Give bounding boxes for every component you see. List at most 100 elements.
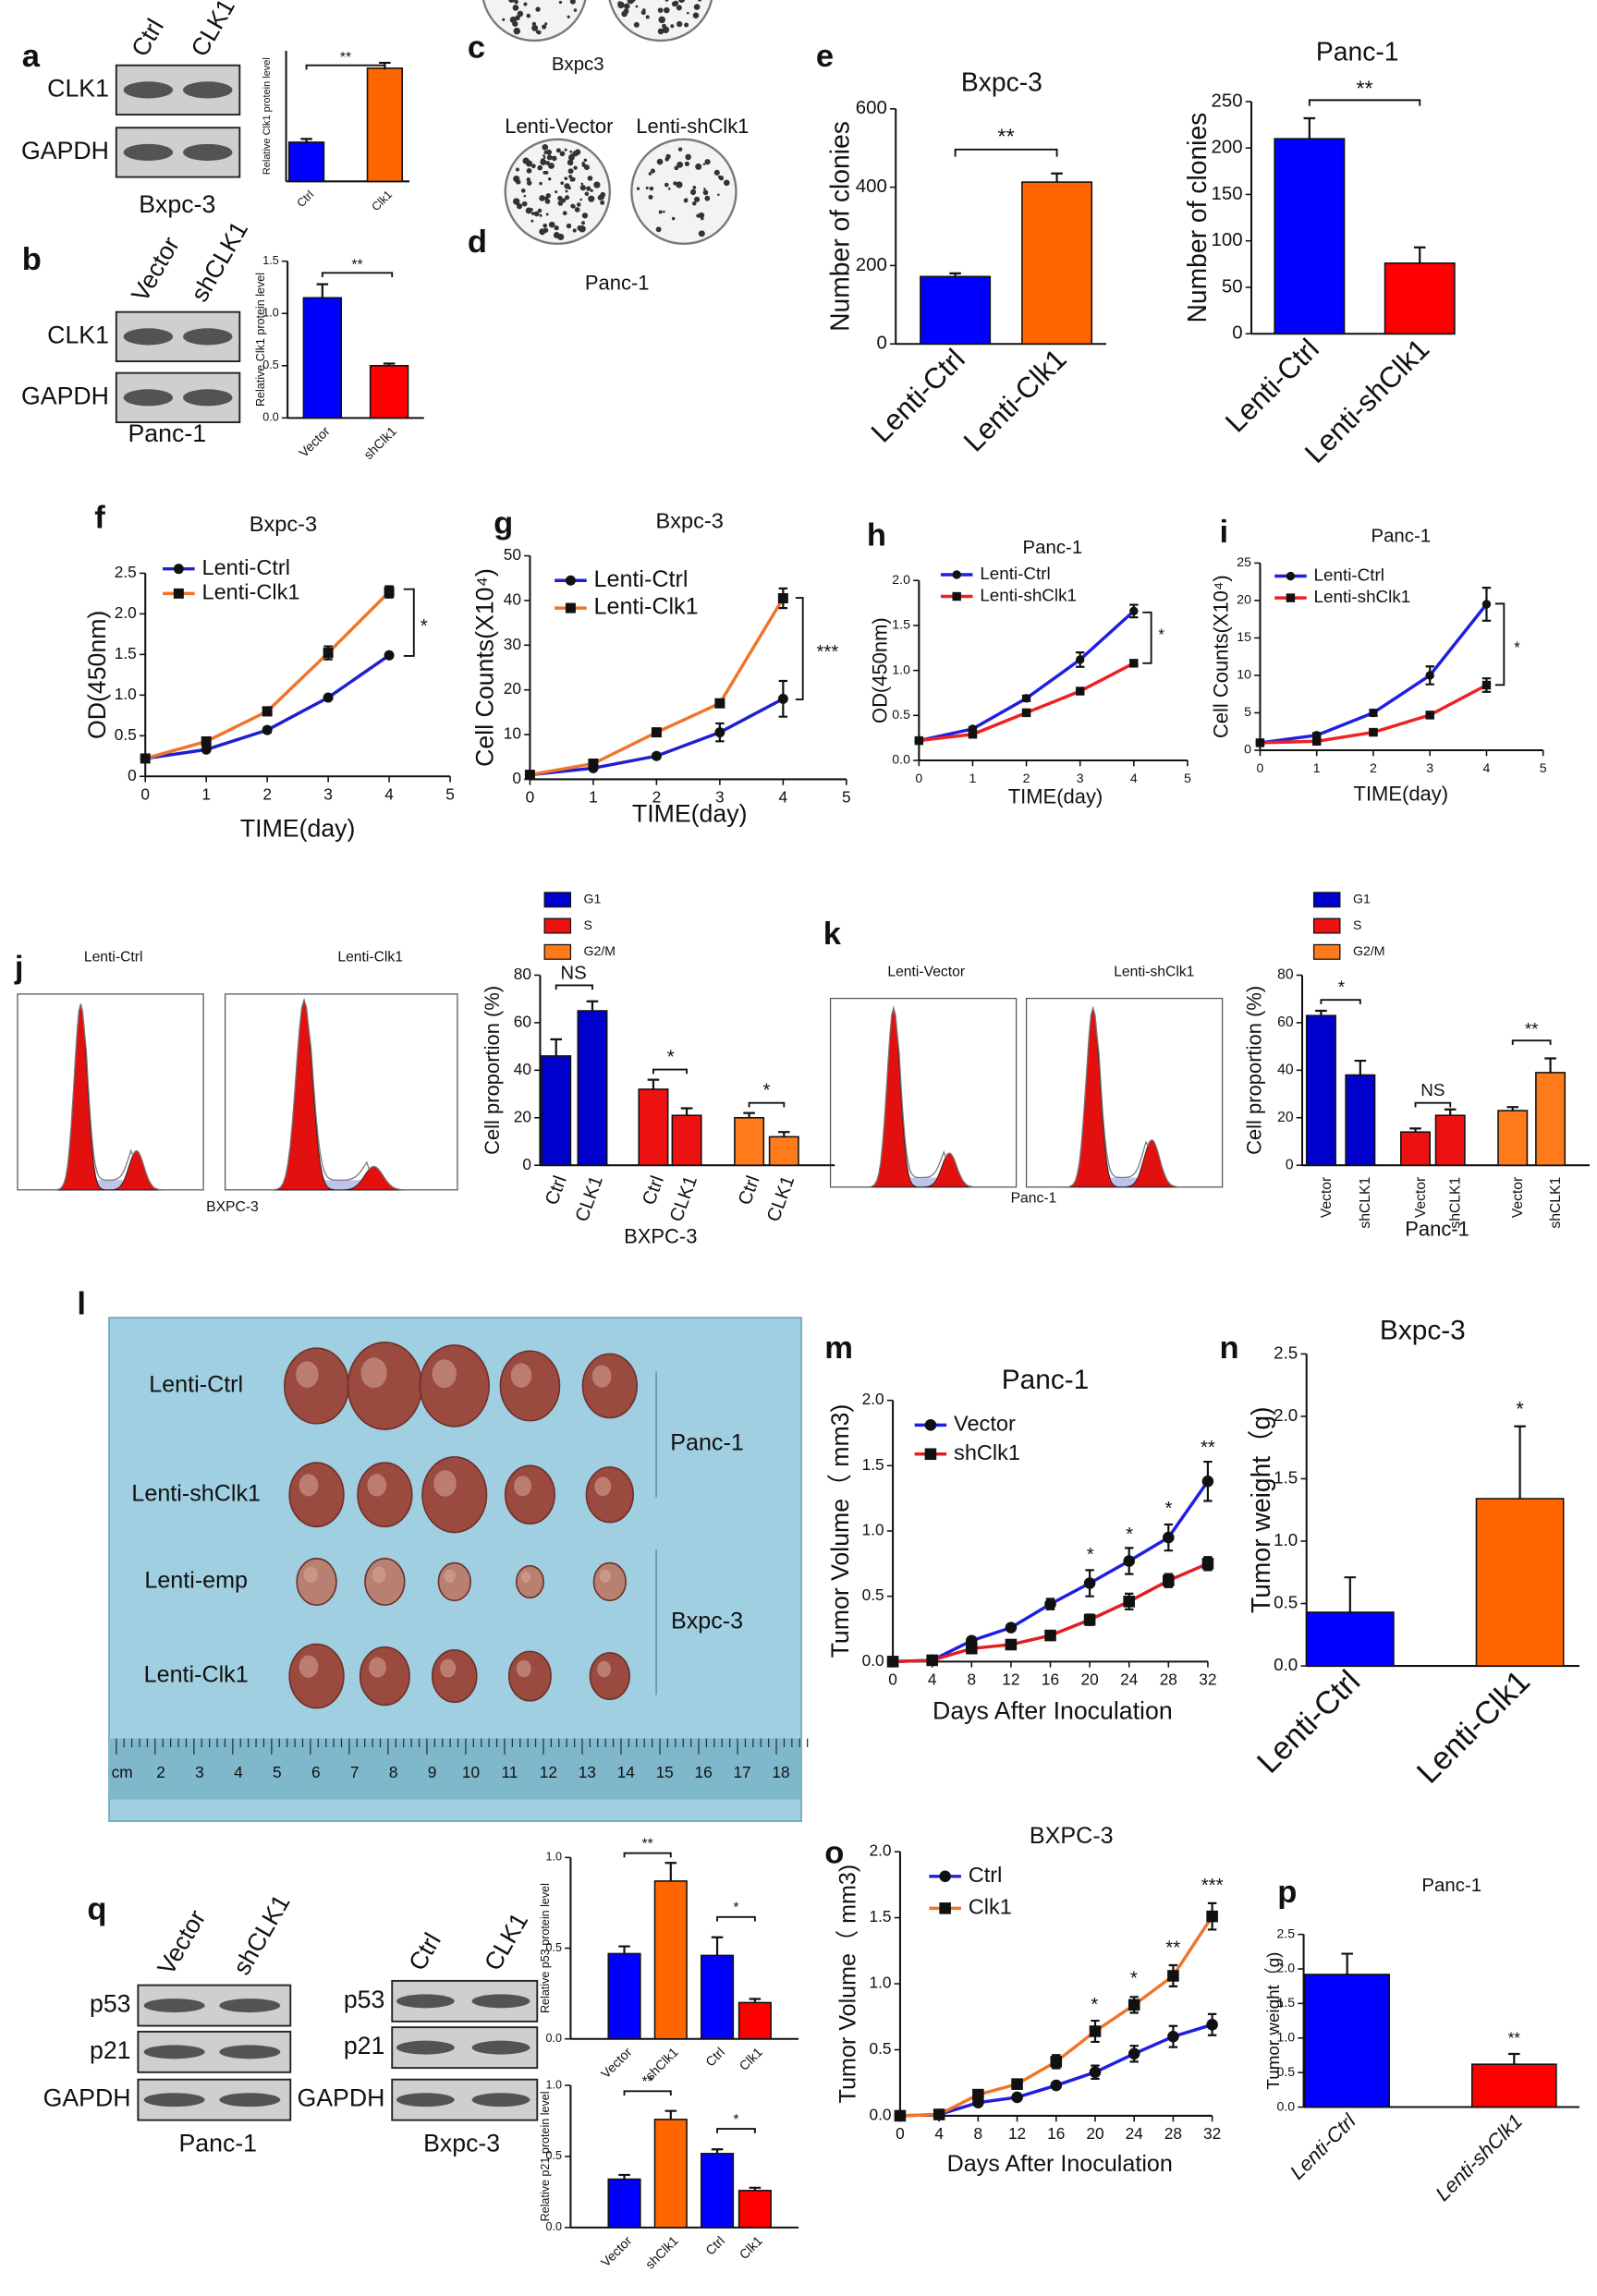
significance-bracket: [954, 148, 1058, 157]
y-axis-label: OD(450nm): [83, 611, 111, 739]
panel-letter: p: [1277, 1875, 1297, 1910]
chart-title: Panc-1: [1023, 538, 1083, 558]
bar: [653, 1880, 688, 2040]
blot-band: [471, 2093, 530, 2108]
chart-title: Panc-1: [1421, 1876, 1481, 1896]
tumor: [296, 1558, 337, 1606]
colony: [657, 7, 664, 13]
y-tick-label: 2.5: [115, 563, 137, 581]
colony: [698, 212, 705, 219]
plate-label: Lenti-shClk1: [636, 115, 749, 138]
colony: [542, 154, 545, 157]
marker: [1167, 1970, 1179, 1982]
colony: [525, 207, 532, 214]
marker: [1369, 708, 1378, 718]
panel-letter: m: [824, 1330, 853, 1366]
panel-letter: l: [77, 1287, 86, 1322]
x-tick-label: 24: [1120, 1670, 1139, 1688]
error-bar: [647, 1078, 660, 1089]
error-bar: [1444, 1108, 1457, 1116]
colony: [673, 0, 679, 6]
colony: [548, 177, 552, 181]
significance-bracket: [652, 1068, 689, 1075]
colony: [558, 0, 563, 5]
bar: [1304, 1974, 1391, 2108]
colony: [702, 189, 709, 196]
y-axis-label: Cell Counts(X10⁴): [1209, 575, 1232, 738]
colony: [542, 170, 547, 175]
x-axis-label: BXPC-3: [624, 1225, 697, 1248]
y-tick-label: 1.5: [862, 1455, 884, 1474]
tumor-highlight: [599, 1569, 611, 1583]
legend-label: G1: [584, 892, 602, 906]
colony: [671, 216, 676, 221]
colony: [583, 164, 590, 171]
bar: [1400, 1131, 1432, 1166]
error-bar: [586, 1000, 599, 1012]
blot-row-label: p21: [344, 2032, 385, 2059]
legend-swatch: [1312, 917, 1341, 934]
error-bar: [1514, 1425, 1526, 1500]
bar: [607, 2178, 641, 2229]
legend-label: Lenti-Clk1: [594, 594, 699, 620]
blot-band: [123, 389, 174, 407]
colony: [562, 211, 567, 216]
significance-label: **: [1201, 1438, 1215, 1458]
y-tick-label: 0.5: [870, 2039, 892, 2058]
colony: [546, 154, 553, 161]
colony-plate: [630, 138, 738, 246]
x-tick-label: 0: [896, 2124, 905, 2143]
tumor: [359, 1646, 410, 1707]
y-tick-label: 1.5: [870, 1907, 892, 1925]
bar: [738, 2001, 772, 2040]
significance-label: *: [733, 1900, 738, 1915]
ruler-number: 4: [234, 1763, 243, 1781]
colony: [670, 24, 675, 29]
error-bar: [1409, 1127, 1421, 1133]
significance-label: ***: [1201, 1876, 1224, 1896]
colony: [648, 194, 653, 200]
marker: [651, 750, 662, 761]
marker: [1481, 680, 1492, 690]
error-bar: [1354, 1059, 1367, 1075]
tumor: [284, 1347, 350, 1425]
ruler-number: 5: [273, 1763, 282, 1781]
blot-band: [123, 328, 174, 346]
colony: [564, 176, 568, 181]
colony: [560, 181, 565, 186]
x-tick-label: 1: [969, 771, 977, 785]
legend-label: Vector: [954, 1412, 1016, 1436]
y-tick-label: 5: [1244, 704, 1251, 719]
marker: [1089, 2066, 1102, 2079]
y-tick-label: 600: [856, 98, 887, 118]
significance-label: *: [1165, 1499, 1173, 1519]
blot-band: [183, 81, 233, 99]
legend-marker: [565, 575, 576, 586]
y-tick-label: 0.5: [862, 1585, 884, 1604]
y-axis-label: Tumor Volume（ mm3): [826, 1404, 854, 1658]
colony: [692, 185, 697, 189]
colony: [523, 2, 528, 6]
marker: [1255, 738, 1265, 747]
colony: [539, 195, 545, 201]
sample-label: Lenti-Clk1: [337, 950, 403, 966]
marker: [1129, 659, 1139, 668]
colony: [566, 223, 572, 229]
colony: [677, 0, 686, 4]
colony: [703, 188, 706, 190]
error-bar: [749, 2186, 762, 2191]
blot-band: [219, 1998, 281, 2013]
y-tick-label: 40: [504, 589, 521, 608]
tumor-highlight: [303, 1566, 318, 1584]
y-tick-label: 150: [1212, 184, 1243, 204]
marker: [714, 698, 725, 709]
colony: [676, 5, 682, 11]
colony: [658, 16, 665, 24]
colony: [522, 157, 530, 164]
marker: [894, 2109, 907, 2122]
colony: [555, 190, 558, 194]
legend-label: Lenti-Ctrl: [1314, 565, 1384, 585]
marker: [1075, 686, 1085, 696]
colony: [574, 207, 580, 213]
